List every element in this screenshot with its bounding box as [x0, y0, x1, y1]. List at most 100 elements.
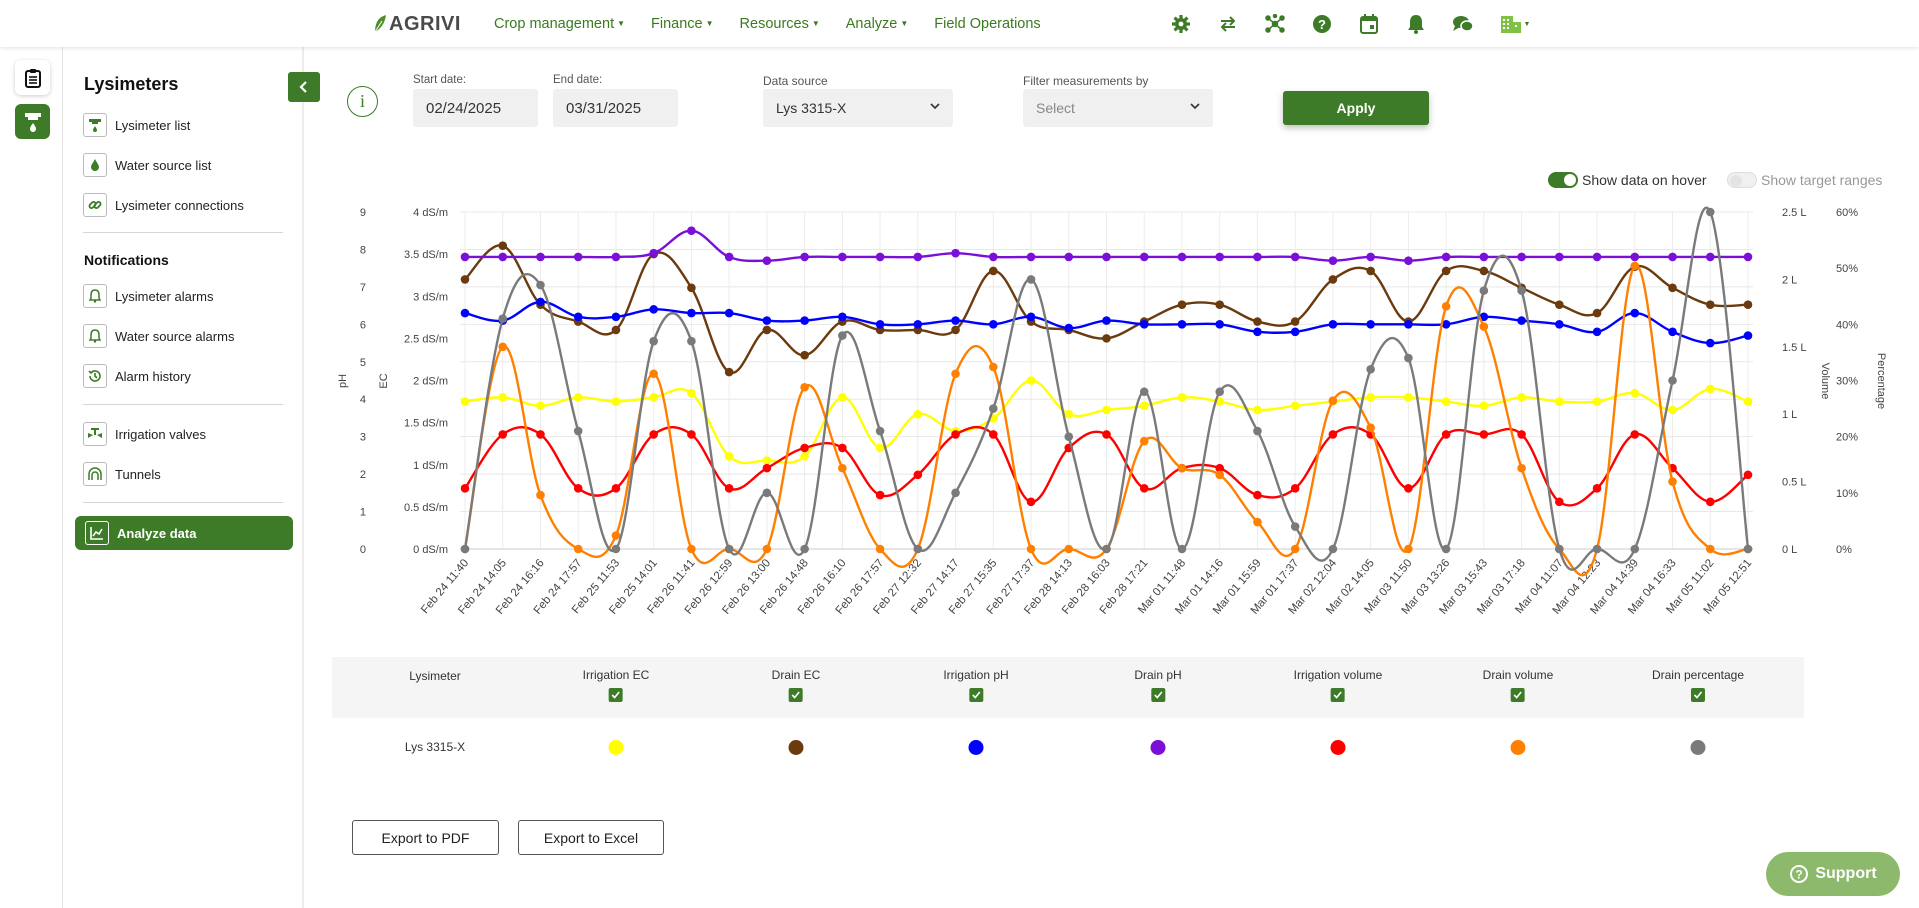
sidebar-item-analyze-data[interactable]: Analyze data	[75, 516, 293, 550]
sidebar-item-water-source-alarms[interactable]: Water source alarms	[83, 323, 234, 349]
data-point-drain-ec	[1102, 334, 1111, 343]
agrivi-logo[interactable]: AGRIVI	[373, 12, 461, 36]
data-point-drain-ec	[1215, 300, 1225, 309]
filter-measurements-select[interactable]: Select	[1023, 89, 1213, 127]
data-point-irrigation-ec	[1743, 397, 1753, 406]
data-point-irrigation-ec	[762, 456, 772, 465]
sidebar-item-lysimeter-list[interactable]: Lysimeter list	[83, 112, 190, 138]
info-icon[interactable]: i	[347, 86, 378, 117]
data-point-irrigation-ph	[536, 297, 545, 307]
data-point-drain-ec	[1743, 300, 1753, 309]
data-point-drain-volume	[1064, 544, 1074, 554]
chevron-down-icon: ▼	[705, 19, 714, 28]
series-checkbox[interactable]	[1331, 688, 1345, 702]
data-point-drain-ph	[1555, 252, 1564, 262]
data-point-drain-percentage	[1592, 544, 1602, 554]
series-checkbox[interactable]	[969, 688, 983, 702]
data-point-drain-percentage	[838, 331, 847, 340]
ph-tick-label: 4	[360, 394, 366, 406]
nav-field-operations[interactable]: Field Operations	[934, 16, 1040, 32]
nav-finance[interactable]: Finance ▼	[651, 16, 714, 32]
legend-table-row: Lys 3315-X	[332, 718, 1804, 778]
export-excel-button[interactable]: Export to Excel	[518, 820, 664, 855]
bell-icon[interactable]	[1403, 11, 1429, 37]
data-point-drain-ph	[1026, 252, 1036, 262]
lysimeter-icon	[83, 113, 107, 137]
nav-analyze[interactable]: Analyze ▼	[846, 16, 909, 32]
data-point-drain-ph	[498, 252, 508, 262]
sidebar-item-lysimeter-alarms[interactable]: Lysimeter alarms	[83, 283, 213, 309]
data-point-irrigation-volume	[687, 430, 696, 439]
show-target-ranges-toggle[interactable]: Show target ranges	[1727, 172, 1882, 188]
export-pdf-button[interactable]: Export to PDF	[352, 820, 499, 855]
swap-icon[interactable]	[1215, 11, 1241, 37]
start-date-input[interactable]: 02/24/2025	[413, 89, 538, 127]
clipboard-icon[interactable]	[15, 60, 50, 95]
notifications-heading: Notifications	[84, 252, 169, 268]
data-point-irrigation-volume	[724, 484, 734, 493]
data-point-drain-volume	[1366, 423, 1375, 432]
measurements-chart[interactable]: 0 1 2 3 4 5 6 7 8 9 pH 0 dS/m 0.5 dS/m 1 dS/m 1.5 dS/m…	[330, 195, 1890, 635]
series-checkbox[interactable]	[1150, 688, 1165, 702]
data-point-drain-percentage	[1139, 387, 1149, 397]
nav-resources[interactable]: Resources ▼	[740, 16, 820, 32]
data-point-drain-ec	[1668, 283, 1677, 293]
apply-button[interactable]: Apply	[1283, 91, 1429, 125]
chat-icon[interactable]	[1450, 11, 1476, 37]
series-checkbox[interactable]	[1510, 688, 1525, 702]
data-source-select[interactable]: Lys 3315-X	[763, 89, 953, 127]
data-point-irrigation-ph	[1366, 320, 1375, 329]
support-button[interactable]: ? Support	[1766, 852, 1900, 896]
toggle-switch[interactable]	[1548, 172, 1578, 188]
nav-crop-management[interactable]: Crop management ▼	[494, 16, 625, 32]
end-date-input[interactable]: 03/31/2025	[553, 89, 678, 127]
sidebar-item-tunnels[interactable]: Tunnels	[83, 461, 161, 487]
legend-header-irrigation-ph: Irrigation pH	[943, 668, 1009, 702]
data-point-drain-ec	[1177, 300, 1187, 309]
calendar-icon[interactable]	[1356, 11, 1382, 37]
show-data-on-hover-toggle[interactable]: Show data on hover	[1548, 172, 1707, 188]
legend-header-irrigation-ec: Irrigation EC	[583, 668, 649, 702]
series-checkbox[interactable]	[789, 688, 803, 702]
collapse-sidebar-button[interactable]	[288, 72, 320, 102]
end-date-label: End date:	[553, 74, 603, 86]
legend-header-drain-ec: Drain EC	[772, 668, 820, 702]
data-point-drain-volume	[536, 490, 545, 500]
legend-header-drain-percentage: Drain percentage	[1652, 668, 1744, 702]
series-checkbox[interactable]	[1691, 688, 1705, 702]
volume-tick-label: 1 L	[1782, 409, 1797, 421]
data-point-irrigation-volume	[988, 430, 998, 439]
sidebar-item-label: Lysimeter alarms	[115, 288, 214, 304]
chevron-down-icon: ▼	[811, 19, 820, 28]
data-point-irrigation-volume	[1555, 497, 1564, 507]
data-point-drain-ec	[951, 325, 960, 335]
data-point-drain-volume	[800, 382, 809, 392]
sidebar-item-irrigation-valves[interactable]: Irrigation valves	[83, 421, 206, 447]
building-icon[interactable]: ▼	[1497, 11, 1533, 37]
data-point-irrigation-volume	[1026, 497, 1036, 507]
top-icon-bar: ? ▼	[1168, 11, 1533, 37]
lysimeter-module-icon[interactable]	[15, 104, 50, 139]
data-point-irrigation-ec	[536, 401, 545, 411]
ec-tick-label: 1.5 dS/m	[404, 418, 448, 430]
data-point-drain-ph	[649, 248, 658, 258]
series-color-dot	[1510, 740, 1526, 755]
data-point-irrigation-volume	[800, 443, 809, 453]
gear-icon[interactable]	[1168, 11, 1194, 37]
nav-label: Finance	[651, 15, 703, 32]
sidebar-item-alarm-history[interactable]: Alarm history	[83, 363, 191, 389]
sidebar-item-lysimeter-connections[interactable]: Lysimeter connections	[83, 192, 244, 218]
help-icon[interactable]: ?	[1309, 11, 1335, 37]
data-point-irrigation-ec	[649, 393, 658, 402]
sidebar-item-water-source-list[interactable]: Water source list	[83, 152, 211, 178]
data-point-irrigation-volume	[1479, 430, 1489, 439]
toggle-switch[interactable]	[1727, 172, 1757, 188]
legend-column-label: Irrigation volume	[1293, 668, 1383, 682]
data-point-drain-ec	[1253, 317, 1262, 326]
series-checkbox[interactable]	[608, 688, 623, 702]
data-point-drain-ec	[1479, 266, 1489, 276]
data-point-irrigation-ph	[988, 320, 998, 329]
volume-tick-label: 2.5 L	[1782, 207, 1806, 219]
data-point-drain-percentage	[460, 544, 470, 554]
network-icon[interactable]	[1262, 11, 1288, 37]
